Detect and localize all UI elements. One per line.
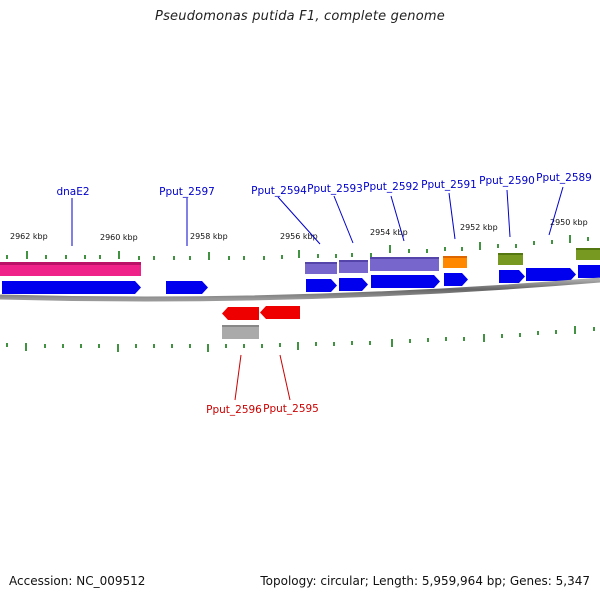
gene-arrow-pput-2593[interactable] [339,278,368,291]
feature-pput-2594[interactable] [305,262,337,274]
leader-pput-2594 [277,196,321,245]
leader-pput-2593 [333,195,354,244]
gene-arrow-pput-2597[interactable] [166,281,208,294]
label-leaders [71,186,564,401]
feature-edge [339,260,368,262]
gene-label-pput-2590[interactable]: Pput_2590 [479,175,535,187]
gene-label-pput-2589[interactable]: Pput_2589 [536,172,592,184]
feature-edge [576,248,600,250]
gene-arrow-next[interactable] [578,265,600,278]
leader-pput-2596 [234,354,242,401]
leader-pput-2591 [448,192,456,240]
scale-label-2962: 2962 kbp [10,232,48,241]
scale-label-2960: 2960 kbp [100,233,138,242]
forward-genes [2,265,600,294]
scale-label-2952: 2952 kbp [460,223,498,232]
gene-arrow-pput-2592[interactable] [371,275,440,288]
feature-edge [0,262,141,265]
gene-label-pput-2592[interactable]: Pput_2592 [363,181,419,193]
genome-backbone [0,277,600,302]
feature-pput-2593[interactable] [339,260,368,273]
scale-label-2956: 2956 kbp [280,232,318,241]
gene-arrow-pput-2591[interactable] [444,273,468,286]
feature-edge [498,253,523,255]
gene-label-dnaE2[interactable]: dnaE2 [56,186,89,198]
gene-label-pput-2596[interactable]: Pput_2596 [206,404,262,416]
gene-label-pput-2595[interactable]: Pput_2595 [263,403,319,415]
feature-pput-2589[interactable] [576,248,600,260]
gene-label-pput-2593[interactable]: Pput_2593 [307,183,363,195]
scale-label-2950: 2950 kbp [550,218,588,227]
map-title: Pseudomonas putida F1, complete genome [155,9,445,24]
leader-pput-2589 [548,186,564,236]
feature-pput-2592[interactable] [370,257,439,271]
scale-labels: 2962 kbp 2960 kbp 2958 kbp 2956 kbp 2954… [10,218,588,242]
gene-arrow-pput-2596[interactable] [222,307,259,320]
scale-label-2958: 2958 kbp [190,232,228,241]
feature-dnaE2[interactable] [0,262,141,276]
gene-arrow-pput-2589[interactable] [526,268,576,281]
reverse-genes [222,306,300,320]
feature-pput-2596-gray[interactable] [222,325,259,339]
feature-edge [443,256,467,258]
genome-summary-text: Topology: circular; Length: 5,959,964 bp… [260,574,590,588]
gene-label-pput-2594[interactable]: Pput_2594 [251,185,307,197]
feature-edge [370,257,439,259]
feature-edge [305,262,337,264]
inner-scale-ticks [6,326,595,352]
gene-arrow-pput-2595[interactable] [260,306,300,319]
feature-pput-2590[interactable] [498,253,523,265]
scale-label-2954: 2954 kbp [370,228,408,237]
gene-labels: dnaE2 Pput_2597 Pput_2594 Pput_2593 Pput… [56,172,591,416]
leader-pput-2595 [279,354,291,401]
accession-text: Accession: NC_009512 [9,574,146,588]
gene-label-pput-2591[interactable]: Pput_2591 [421,179,477,191]
gene-arrow-pput-2590[interactable] [499,270,525,283]
gene-label-pput-2597[interactable]: Pput_2597 [159,186,215,198]
feature-pput-2591[interactable] [443,256,467,268]
gene-arrow-pput-2594[interactable] [306,279,337,292]
leader-pput-2592 [390,195,405,242]
leader-pput-2590 [506,189,511,238]
gene-arrow-dnaE2[interactable] [2,281,141,294]
feature-edge [222,325,259,327]
outer-scale-ticks [6,235,589,260]
feature-track [0,248,600,276]
